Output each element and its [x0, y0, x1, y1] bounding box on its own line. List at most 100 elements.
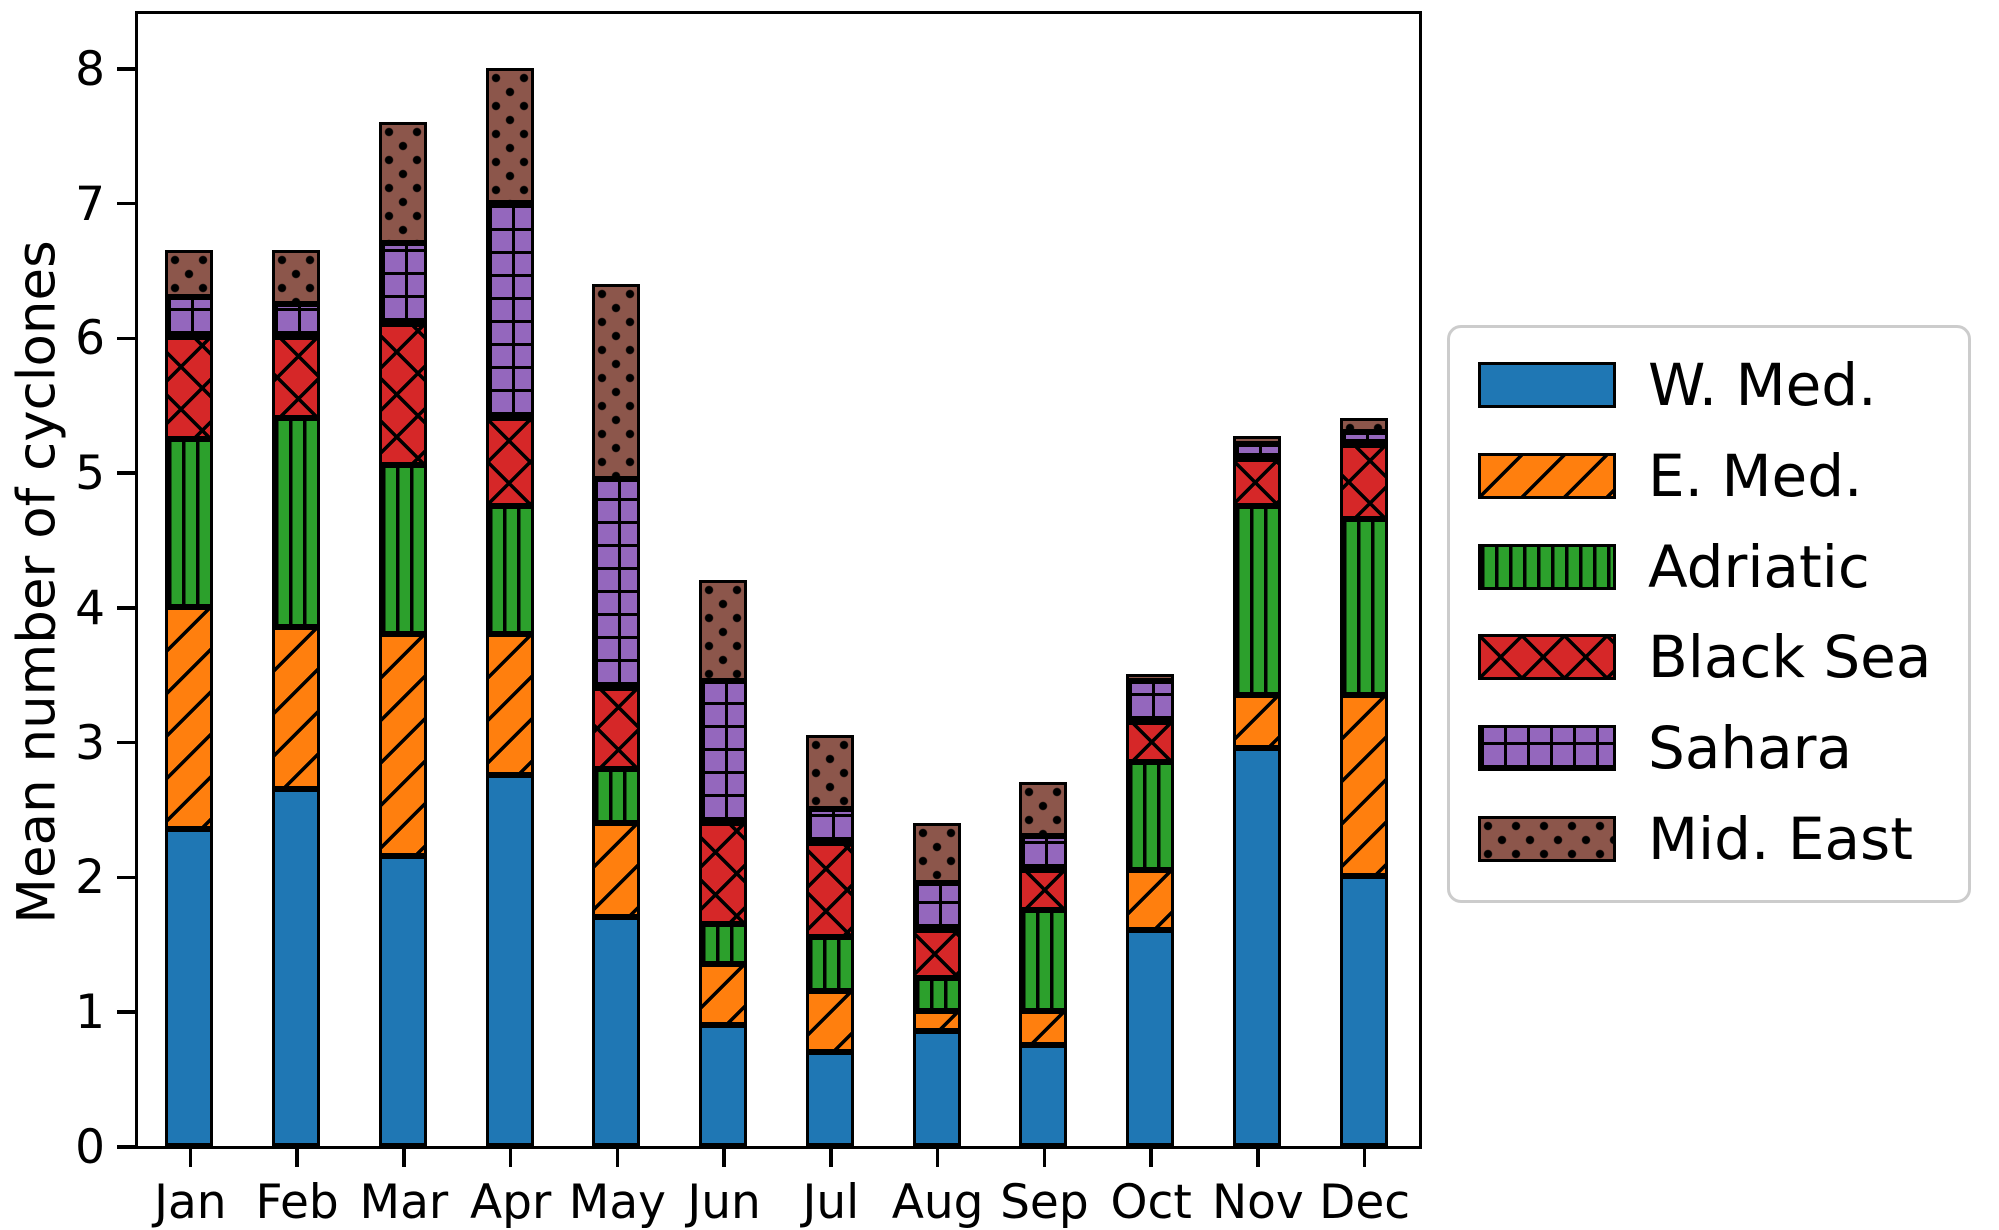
x-tick-label-mar: Mar [359, 1175, 449, 1230]
bar-segment-sahara-mar [378, 243, 427, 324]
bar-segment-wmed-jul [805, 1051, 854, 1146]
bar-segment-blacksea-may [592, 687, 641, 769]
bar-segment-sahara-nov [1232, 443, 1281, 459]
bar-segment-sahara-jun [699, 681, 748, 823]
x-tick-mark [722, 1149, 726, 1167]
y-tick-mark [117, 1145, 135, 1149]
x-tick-label-may: May [568, 1175, 666, 1230]
bar-segment-blacksea-dec [1339, 445, 1388, 520]
bar-segment-emed-jan [165, 606, 214, 830]
x-tick-mark [188, 1149, 193, 1167]
bar-segment-adriatic-jun [699, 923, 748, 965]
bar-segment-sahara-dec [1339, 431, 1388, 446]
bar-segment-wmed-jun [699, 1024, 748, 1146]
x-tick-mark [1042, 1149, 1047, 1167]
legend-swatch-icon [1478, 452, 1616, 499]
legend-label: Mid. East [1648, 804, 1913, 873]
bar-segment-sahara-sep [1019, 836, 1068, 870]
legend-swatch-icon [1478, 725, 1616, 772]
bar-segment-emed-sep [1019, 1011, 1068, 1045]
bar-segment-emed-feb [272, 627, 321, 789]
x-tick-label-apr: Apr [469, 1175, 552, 1230]
bar-segment-wmed-nov [1232, 748, 1281, 1146]
legend-label: W. Med. [1648, 351, 1877, 419]
bar-segment-mideast-aug [912, 822, 961, 884]
y-tick-label: 1 [75, 985, 105, 1041]
legend-item-wmed: W. Med. [1478, 356, 1958, 414]
bar-segment-sahara-oct [1126, 681, 1175, 722]
bar-segment-adriatic-apr [485, 505, 534, 634]
y-tick-label: 8 [75, 41, 105, 97]
bar-segment-blacksea-jan [165, 337, 214, 439]
bar-segment-mideast-sep [1019, 782, 1068, 837]
y-tick-mark [117, 606, 135, 610]
bar-segment-mideast-mar [378, 121, 427, 244]
bar-segment-wmed-dec [1339, 876, 1388, 1146]
y-tick-label: 6 [75, 311, 105, 367]
bar-segment-emed-aug [912, 1011, 961, 1032]
bar-segment-blacksea-aug [912, 930, 961, 978]
bar-segment-mideast-jul [805, 735, 854, 810]
x-tick-mark [295, 1149, 299, 1167]
y-tick-mark [117, 471, 135, 475]
legend-swatch-icon [1478, 815, 1616, 862]
bar-segment-adriatic-jul [805, 937, 854, 992]
x-tick-label-nov: Nov [1212, 1175, 1304, 1230]
bar-segment-emed-jul [805, 991, 854, 1052]
legend-item-sahara: Sahara [1478, 719, 1958, 777]
bar-segment-mideast-jun [699, 580, 748, 682]
bar-segment-blacksea-jul [805, 842, 854, 938]
y-tick-mark [117, 336, 135, 341]
legend-label: Adriatic [1648, 532, 1870, 601]
bar-segment-emed-jun [699, 964, 748, 1025]
bar-segment-sahara-feb [272, 303, 321, 338]
y-tick-label: 4 [75, 580, 105, 636]
bar-segment-emed-dec [1339, 694, 1388, 877]
bar-segment-adriatic-jan [165, 438, 214, 607]
y-tick-label: 7 [75, 176, 105, 232]
bar-segment-mideast-apr [485, 67, 534, 203]
bar-segment-adriatic-sep [1019, 910, 1068, 1012]
x-tick-label-oct: Oct [1110, 1175, 1192, 1230]
plot-area [135, 11, 1422, 1149]
bar-segment-emed-apr [485, 633, 534, 776]
bar-segment-adriatic-feb [272, 418, 321, 628]
bar-segment-adriatic-oct [1126, 761, 1175, 870]
bar-segment-blacksea-nov [1232, 458, 1281, 506]
x-tick-mark [508, 1149, 513, 1167]
bar-segment-wmed-jan [165, 829, 214, 1146]
x-tick-mark [1256, 1149, 1260, 1167]
x-tick-mark [402, 1149, 406, 1167]
bar-segment-emed-mar [378, 633, 427, 857]
legend-swatch-icon [1478, 634, 1616, 681]
bar-segment-sahara-jul [805, 809, 854, 843]
bar-segment-mideast-feb [272, 249, 321, 304]
bar-segment-blacksea-mar [378, 323, 427, 466]
bar-segment-emed-oct [1126, 869, 1175, 931]
x-tick-label-feb: Feb [255, 1175, 339, 1230]
bar-segment-emed-nov [1232, 694, 1281, 749]
legend-item-blacksea: Black Sea [1478, 628, 1958, 686]
bar-segment-mideast-jan [165, 249, 214, 298]
bar-segment-blacksea-jun [699, 822, 748, 924]
bar-segment-wmed-sep [1019, 1044, 1068, 1146]
bar-segment-wmed-feb [272, 788, 321, 1146]
y-tick-mark [117, 201, 135, 206]
y-tick-label: 2 [75, 850, 105, 906]
bar-segment-adriatic-nov [1232, 505, 1281, 695]
legend-label: E. Med. [1648, 441, 1863, 510]
bar-segment-wmed-may [592, 916, 641, 1146]
x-tick-mark [1362, 1149, 1367, 1167]
x-tick-mark [829, 1149, 833, 1167]
legend-label: Black Sea [1648, 623, 1932, 692]
x-tick-label-dec: Dec [1319, 1175, 1411, 1230]
bar-segment-emed-may [592, 822, 641, 917]
bar-segment-adriatic-aug [912, 977, 961, 1012]
y-tick-label: 5 [75, 446, 105, 502]
y-tick-mark [117, 740, 135, 745]
y-tick-mark [117, 1010, 135, 1014]
legend-swatch-icon [1478, 362, 1616, 408]
bar-segment-wmed-apr [485, 775, 534, 1146]
legend: W. Med. E. Med. Adriatic Black Sea Sahara Mid… [1447, 325, 1971, 903]
